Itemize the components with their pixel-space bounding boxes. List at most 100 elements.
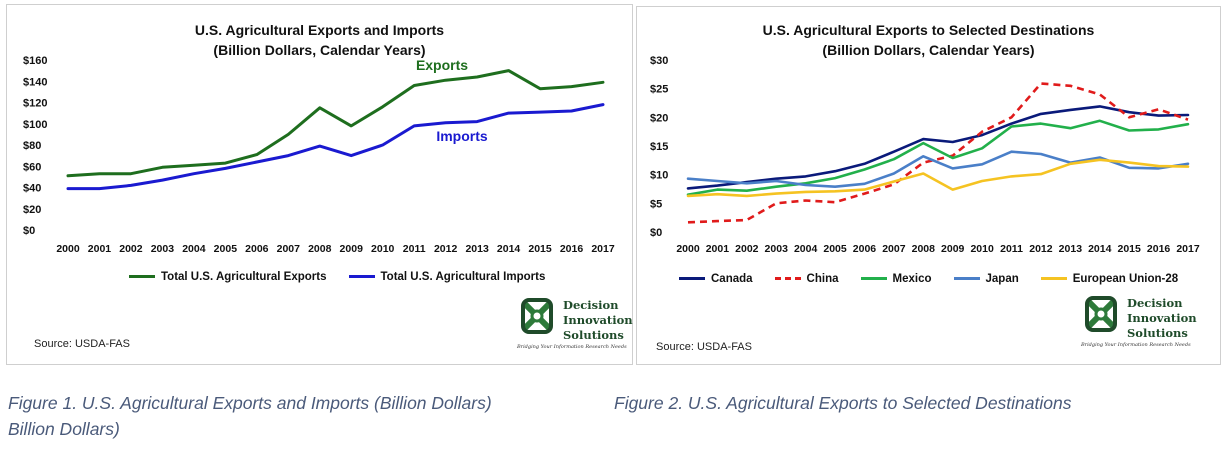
legend-label: Mexico bbox=[892, 272, 932, 285]
logo-tagline: Bridging Your Information Research Needs bbox=[1081, 342, 1191, 348]
x-tick-label: 2009 bbox=[340, 243, 364, 255]
figure2-caption: Figure 2. U.S. Agricultural Exports to S… bbox=[614, 393, 1072, 413]
x-tick-label: 2004 bbox=[794, 243, 818, 255]
x-tick-label: 2013 bbox=[465, 243, 489, 255]
chart1-legend: Total U.S. Agricultural Exports Total U.S… bbox=[129, 269, 567, 283]
chart1-title-line2: (Billion Dollars, Calendar Years) bbox=[213, 42, 426, 58]
x-tick-label: 2006 bbox=[853, 243, 877, 255]
y-tick-label: $20 bbox=[23, 204, 41, 216]
logo-line-2: Innovation bbox=[1127, 311, 1197, 325]
x-tick-label: 2016 bbox=[1147, 243, 1171, 255]
chart2-title-line2: (Billion Dollars, Calendar Years) bbox=[822, 42, 1035, 58]
x-tick-label: 2011 bbox=[1000, 243, 1023, 255]
legend-item: China bbox=[774, 272, 839, 285]
series-line-china bbox=[687, 82, 1189, 224]
x-tick-label: 2014 bbox=[497, 243, 521, 255]
x-tick-label: 2016 bbox=[560, 243, 584, 255]
figure1-caption: Figure 1. U.S. Agricultural Exports and … bbox=[8, 390, 492, 442]
x-tick-label: 2001 bbox=[88, 243, 112, 255]
x-tick-label: 2015 bbox=[528, 243, 552, 255]
x-tick-label: 2000 bbox=[676, 243, 700, 255]
chart2-legend: Canada China Mexico Japan European Union-28 bbox=[679, 271, 1200, 285]
x-tick-label: 2008 bbox=[308, 243, 332, 255]
series-line-mexico bbox=[686, 119, 1190, 196]
y-tick-label: $30 bbox=[650, 55, 668, 67]
x-tick-label: 2002 bbox=[735, 243, 759, 255]
destinations-chart-panel: U.S. Agricultural Exports to Selected De… bbox=[636, 6, 1221, 365]
legend-swatch bbox=[679, 277, 705, 280]
legend-swatch bbox=[1040, 277, 1067, 280]
x-tick-label: 2007 bbox=[882, 243, 906, 255]
legend-item: Japan bbox=[953, 272, 1019, 285]
x-tick-label: 2017 bbox=[591, 243, 615, 255]
x-tick-label: 2012 bbox=[434, 243, 458, 255]
y-tick-label: $100 bbox=[23, 119, 47, 131]
y-tick-label: $60 bbox=[23, 161, 41, 173]
x-tick-label: 2003 bbox=[151, 243, 175, 255]
logo-name: Decision Innovation Solutions bbox=[1127, 296, 1197, 341]
x-tick-label: 2015 bbox=[1117, 243, 1141, 255]
x-tick-label: 2006 bbox=[245, 243, 269, 255]
legend-label: European Union-28 bbox=[1072, 272, 1179, 285]
x-tick-label: 2010 bbox=[970, 243, 994, 255]
x-tick-label: 2007 bbox=[277, 243, 301, 255]
legend-label: China bbox=[806, 272, 839, 285]
logo-line-1: Decision bbox=[1127, 296, 1183, 310]
y-tick-label: $120 bbox=[23, 98, 47, 110]
figure1-caption-line2: Billion Dollars) bbox=[8, 419, 120, 439]
logo-line-3: Solutions bbox=[563, 328, 624, 342]
series-line-european-union-28 bbox=[686, 158, 1190, 198]
y-tick-label: $0 bbox=[23, 225, 35, 237]
series-line-total-u-s-agricultural-imports bbox=[66, 103, 605, 191]
x-tick-label: 2009 bbox=[941, 243, 965, 255]
x-tick-label: 2003 bbox=[765, 243, 789, 255]
x-tick-label: 2010 bbox=[371, 243, 395, 255]
chart2-plot: $0 $5 $10 $15 $20 $25 $30 2000 2001 2002 2003 2004 2… bbox=[650, 55, 1200, 255]
legend-label: Canada bbox=[711, 272, 753, 285]
legend-swatch bbox=[860, 277, 887, 280]
legend-item: European Union-28 bbox=[1040, 272, 1179, 285]
legend-label: Japan bbox=[985, 272, 1019, 285]
legend-item: Total U.S. Agricultural Imports bbox=[348, 270, 546, 283]
legend-swatch bbox=[953, 277, 980, 280]
series-inline-label: Exports bbox=[416, 57, 468, 73]
series-line-canada bbox=[686, 105, 1190, 190]
exports-imports-chart-panel: U.S. Agricultural Exports and Imports (B… bbox=[6, 4, 633, 365]
legend-item: Total U.S. Agricultural Exports bbox=[129, 271, 327, 283]
chart2-logo: Decision Innovation Solutions Bridging Y… bbox=[1081, 294, 1221, 352]
chart1-title-line1: U.S. Agricultural Exports and Imports bbox=[194, 22, 445, 38]
x-tick-label: 2005 bbox=[214, 243, 238, 255]
legend-label: Total U.S. Agricultural Imports bbox=[380, 270, 546, 283]
chart2-title-line1: U.S. Agricultural Exports to Selected De… bbox=[762, 22, 1095, 38]
logo-line-1: Decision bbox=[563, 298, 619, 312]
x-tick-label: 2002 bbox=[119, 243, 143, 255]
logo-line-3: Solutions bbox=[1127, 326, 1188, 340]
series-line-total-u-s-agricultural-exports bbox=[66, 69, 605, 178]
series-inline-label: Imports bbox=[436, 128, 488, 144]
x-tick-label: 2000 bbox=[56, 243, 80, 255]
legend-item: Canada bbox=[679, 273, 753, 285]
x-tick-label: 2008 bbox=[912, 243, 936, 255]
chart1-logo: Decision Innovation Solutions Bridging Y… bbox=[517, 296, 657, 354]
legend-swatch bbox=[348, 275, 375, 278]
legend-item: Mexico bbox=[860, 272, 932, 285]
x-tick-label: 2011 bbox=[403, 243, 426, 255]
chart1-source: Source: USDA-FAS bbox=[34, 338, 130, 350]
chart1-plot: $0 $20 $40 $60 $80 $100 $120 $140 $160 2000 2001 20… bbox=[23, 55, 615, 255]
figure1-caption-line1: Figure 1. U.S. Agricultural Exports and … bbox=[8, 393, 492, 413]
y-tick-label: $20 bbox=[650, 112, 668, 124]
x-tick-label: 2005 bbox=[823, 243, 847, 255]
y-tick-label: $80 bbox=[23, 140, 41, 152]
chart2-source: Source: USDA-FAS bbox=[656, 341, 752, 353]
knot-logo-icon bbox=[521, 298, 553, 334]
x-tick-label: 2012 bbox=[1029, 243, 1053, 255]
logo-line-2: Innovation bbox=[563, 313, 633, 327]
legend-swatch bbox=[774, 277, 801, 280]
y-tick-label: $140 bbox=[23, 76, 47, 88]
x-tick-label: 2001 bbox=[706, 243, 730, 255]
knot-logo-icon bbox=[1085, 296, 1117, 332]
y-tick-label: $15 bbox=[650, 141, 668, 153]
y-tick-label: $10 bbox=[650, 170, 668, 182]
y-tick-label: $160 bbox=[23, 55, 47, 67]
y-tick-label: $5 bbox=[650, 198, 662, 210]
